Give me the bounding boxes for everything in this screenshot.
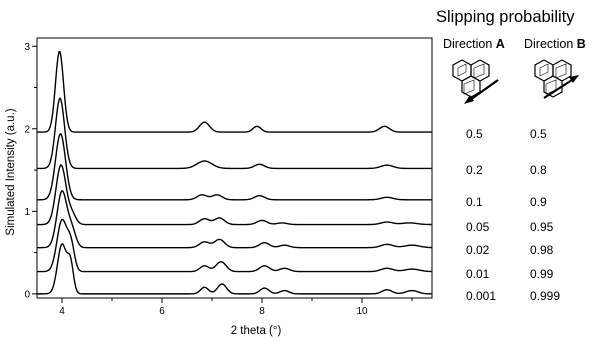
series-line-1	[37, 51, 432, 133]
y-tick-label: 0	[24, 289, 30, 300]
prob-direction-b: 0.98	[530, 242, 554, 257]
prob-direction-a: 0.02	[466, 242, 490, 257]
prob-direction-a: 0.1	[466, 194, 483, 209]
series-line-7	[37, 242, 433, 295]
direction-b-prefix: Direction	[524, 37, 577, 51]
prob-direction-a: 0.01	[466, 266, 490, 281]
x-tick-label: 10	[356, 306, 368, 317]
y-tick-label: 3	[24, 42, 30, 53]
x-tick-label: 4	[59, 306, 65, 317]
prob-direction-b: 0.5	[530, 127, 547, 142]
prob-direction-b: 0.95	[530, 219, 554, 234]
direction-a-label: Direction A	[443, 37, 505, 51]
hexagon-slip-direction-a-icon	[452, 59, 499, 104]
series-line-3	[37, 133, 432, 201]
direction-b-label: Direction B	[524, 37, 586, 51]
y-tick-label: 1	[24, 207, 30, 218]
prob-direction-a: 0.001	[466, 288, 497, 303]
series-line-5	[37, 189, 433, 249]
hexagon-slip-direction-b-icon	[534, 59, 579, 99]
y-axis-label: Simulated Intensity (a.u.)	[5, 108, 17, 235]
prob-direction-b: 0.9	[530, 194, 547, 209]
x-tick-label: 8	[259, 306, 265, 317]
series-line-2	[37, 96, 432, 170]
series-line-4	[37, 163, 433, 226]
prob-direction-b: 0.99	[530, 266, 554, 281]
prob-direction-a: 0.05	[466, 219, 490, 234]
direction-a-prefix: Direction	[443, 37, 496, 51]
y-tick-label: 2	[24, 124, 30, 135]
prob-direction-a: 0.2	[466, 163, 483, 178]
direction-b-letter: B	[576, 37, 586, 51]
prob-direction-b: 0.999	[530, 288, 561, 303]
prob-direction-b: 0.8	[530, 163, 547, 178]
plot-axes: 4 6 8 10 0 1 2 3	[24, 37, 433, 317]
series-layer	[37, 51, 433, 295]
direction-a-letter: A	[495, 37, 505, 51]
x-tick-label: 6	[159, 306, 165, 317]
prob-direction-a: 0.5	[466, 127, 483, 142]
x-axis-label: 2 theta (°)	[231, 325, 282, 337]
series-line-6	[37, 218, 433, 273]
legend-title: Slipping probability	[436, 8, 575, 26]
